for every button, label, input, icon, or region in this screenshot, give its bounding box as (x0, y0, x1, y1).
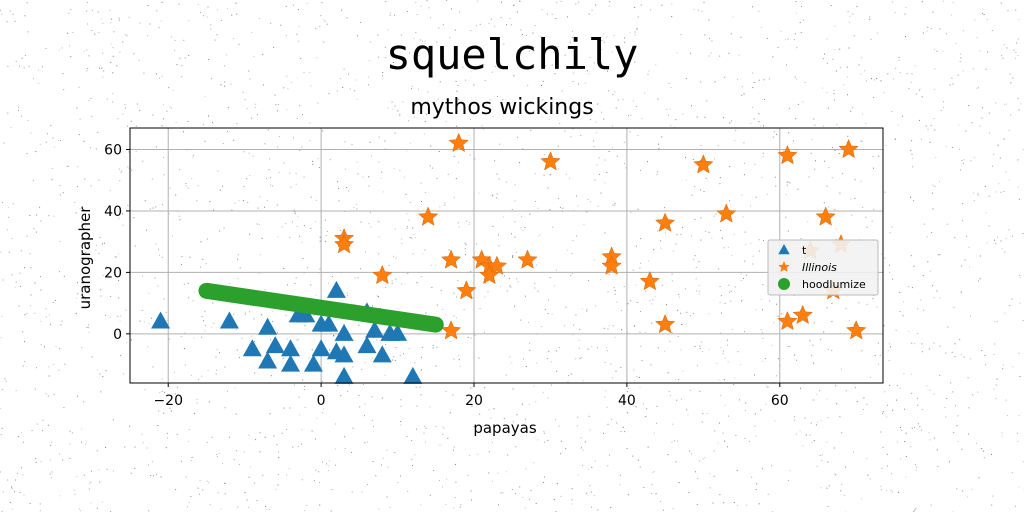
triangle-point (334, 345, 354, 363)
y-tick-label: 20 (104, 265, 122, 281)
legend-label: hoodlumize (802, 278, 866, 291)
legend-star-icon (778, 261, 790, 272)
star-point (333, 234, 355, 254)
star-point (654, 313, 676, 334)
star-point (417, 206, 439, 226)
triangle-point (326, 280, 346, 298)
series-t (151, 280, 423, 384)
series-hoodlumize (198, 282, 444, 333)
plot-area-frame (129, 127, 884, 384)
legend-label: Illinois (802, 261, 837, 274)
y-axis-label: uranographer (76, 206, 94, 310)
data-series (151, 132, 867, 384)
triangle-point (303, 354, 323, 372)
triangle-point (281, 339, 301, 357)
star-point (440, 320, 462, 340)
star-point (777, 310, 798, 331)
star-point (479, 264, 500, 285)
x-tick-label: 0 (317, 393, 326, 409)
legend-triangle-icon (778, 244, 790, 255)
axis-ticks: −20 0 20 40 60 0 20 40 60 (104, 143, 789, 409)
series-line (198, 282, 444, 333)
chart-title: squelchily (385, 30, 639, 79)
legend-entry-illinois: Illinois (778, 261, 837, 274)
chart-subtitle: mythos wickings (410, 95, 594, 120)
x-tick-label: 60 (771, 393, 789, 409)
triangle-point (242, 339, 262, 357)
triangle-point (311, 339, 331, 357)
triangle-point (403, 366, 423, 384)
star-point (654, 212, 676, 232)
star-point (693, 154, 714, 174)
star-point (372, 264, 393, 285)
star-point (846, 320, 867, 340)
legend-entry-hoodlumize: hoodlumize (778, 278, 866, 291)
star-point (792, 304, 813, 325)
series-illinois (333, 132, 867, 340)
triangle-point (388, 323, 408, 341)
triangle-point (372, 345, 392, 363)
star-point (838, 138, 859, 159)
star-point (639, 270, 660, 291)
x-tick-label: 20 (465, 393, 483, 409)
triangle-point (334, 323, 354, 341)
x-tick-label: −20 (153, 393, 183, 409)
triangle-point (258, 317, 278, 335)
x-tick-label: 40 (618, 393, 636, 409)
triangle-point (319, 314, 339, 332)
legend-circle-icon (778, 278, 790, 290)
triangle-point (334, 366, 354, 384)
triangle-point (151, 311, 171, 329)
star-point (456, 280, 477, 300)
star-point (716, 203, 737, 223)
triangle-point (258, 351, 278, 369)
star-point (601, 255, 622, 275)
x-axis-label: papayas (473, 419, 536, 437)
triangle-point (281, 354, 301, 372)
triangle-point (265, 336, 285, 354)
triangle-point (357, 336, 377, 354)
legend: t Illinois hoodlumize (767, 239, 879, 296)
star-point (815, 206, 836, 226)
star-point (440, 249, 462, 269)
y-tick-label: 60 (104, 143, 122, 159)
y-tick-label: 40 (104, 204, 122, 220)
star-point (448, 132, 469, 153)
legend-box (767, 239, 879, 296)
triangle-point (296, 305, 316, 323)
triangle-point (219, 311, 239, 329)
star-point (517, 249, 538, 269)
y-tick-label: 0 (113, 327, 122, 343)
triangle-point (365, 320, 385, 338)
star-point (486, 255, 508, 275)
legend-label: t (802, 244, 807, 257)
grid-lines (130, 128, 883, 383)
legend-entry-t: t (778, 244, 807, 257)
star-point (540, 151, 561, 171)
star-point (777, 145, 798, 165)
